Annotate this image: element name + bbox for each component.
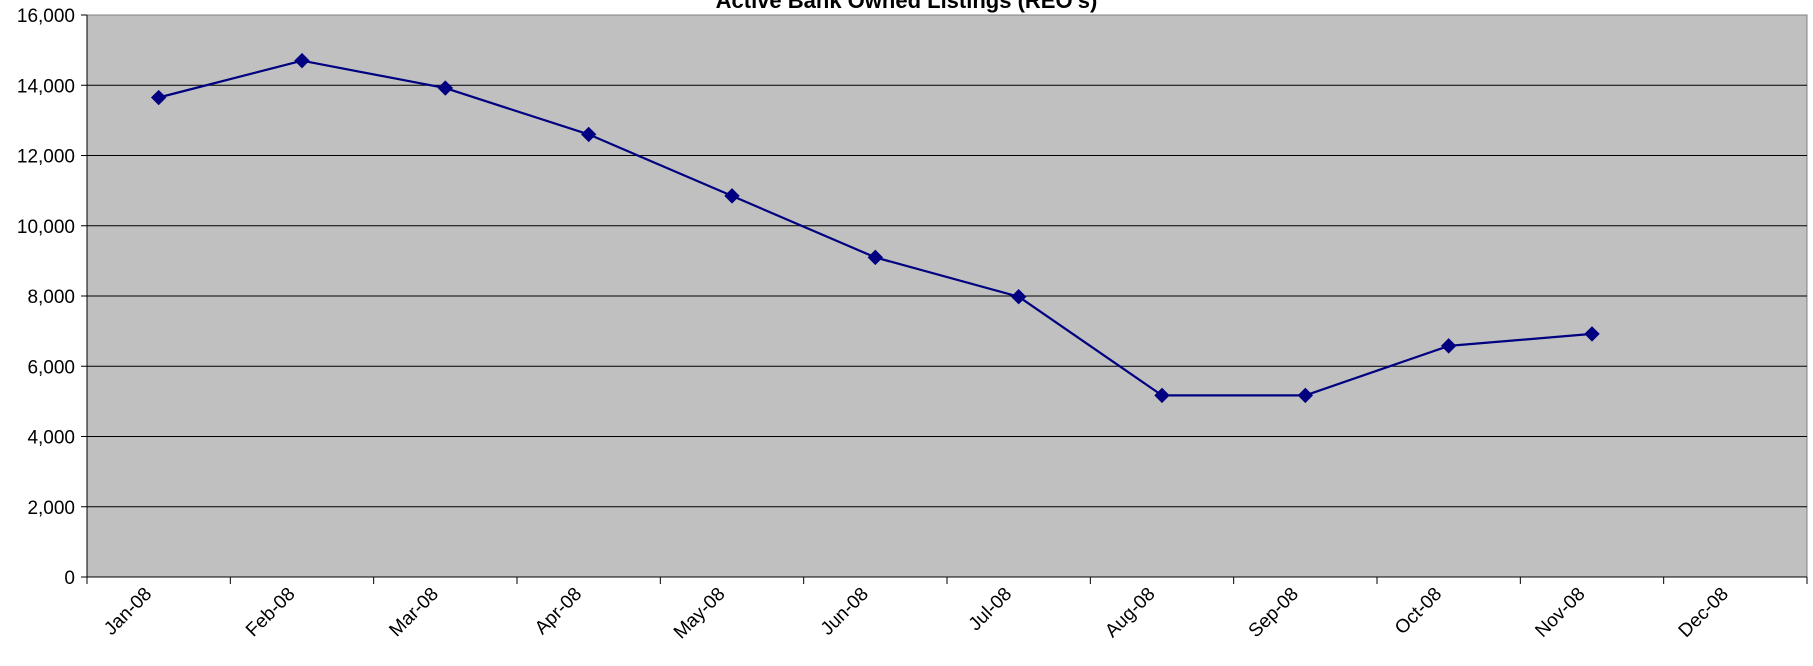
data-point-marker [150, 89, 167, 106]
x-tick-label: Feb-08 [242, 584, 299, 641]
y-tick-label: 14,000 [17, 76, 75, 97]
x-tick-label: Jan-08 [100, 584, 156, 640]
data-point-marker [580, 126, 597, 143]
data-point-marker [1297, 387, 1314, 404]
data-point-marker [1154, 387, 1170, 404]
x-tick-labels: Jan-08 Feb-08 Mar-08 Apr-08 May-08 Jun-08 Jul-… [100, 584, 1733, 644]
y-tick-label: 6,000 [27, 357, 75, 378]
gridlines [87, 84, 1807, 508]
y-tick-label: 10,000 [17, 217, 75, 238]
x-tick-label: May-08 [670, 584, 730, 644]
series-layer [150, 52, 1600, 404]
x-tick-label: Sep-08 [1245, 584, 1303, 642]
axes [81, 14, 1808, 584]
x-tick-label: Dec-08 [1675, 584, 1733, 642]
data-point-marker [1584, 326, 1600, 342]
x-tick-label: Aug-08 [1101, 584, 1159, 642]
data-point-marker [1440, 338, 1457, 354]
y-tick-label: 4,000 [27, 428, 75, 449]
x-tick-label: Nov-08 [1531, 584, 1589, 642]
y-tick-label: 8,000 [27, 287, 75, 308]
x-tick-label: Mar-08 [385, 584, 442, 641]
x-tick-label: Apr-08 [531, 584, 586, 639]
x-tick-label: Jul-08 [965, 584, 1016, 635]
y-tick-label: 2,000 [27, 498, 75, 519]
y-tick-label: 12,000 [17, 147, 75, 168]
data-point-marker [437, 80, 454, 96]
y-tick-labels: 0 2,000 4,000 6,000 8,000 10,000 12,000 14,000 1… [17, 6, 75, 589]
y-tick-label: 16,000 [17, 6, 75, 27]
x-tick-label: Oct-08 [1391, 584, 1446, 639]
data-point-marker [724, 188, 740, 204]
data-point-marker [867, 249, 884, 266]
chart-title: Active Bank Owned Listings (REO's) [715, 0, 1098, 13]
data-point-marker [1010, 288, 1027, 305]
x-tick-label: Jun-08 [817, 584, 873, 640]
data-point-marker [294, 52, 310, 69]
y-tick-label: 0 [64, 568, 75, 589]
